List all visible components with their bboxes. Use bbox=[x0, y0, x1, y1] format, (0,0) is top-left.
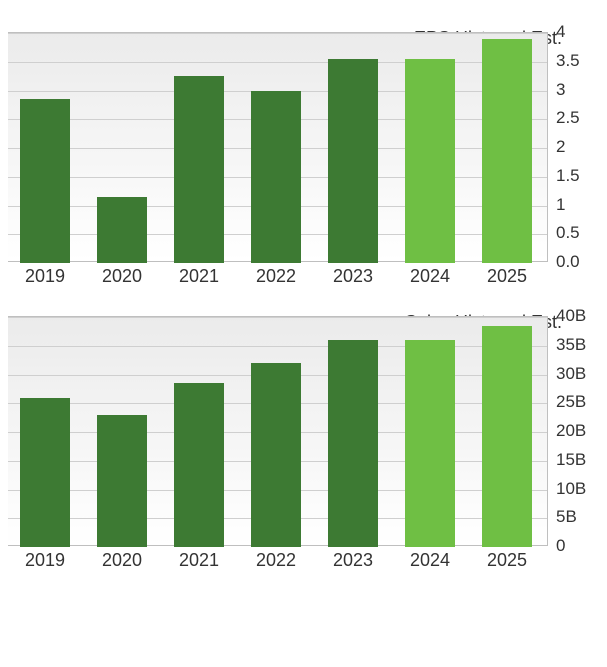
sales-bar-2024 bbox=[405, 340, 455, 547]
eps-bars bbox=[8, 33, 548, 263]
eps-y-label: 1.5 bbox=[556, 166, 580, 186]
eps-plot bbox=[8, 32, 548, 262]
eps-x-labels: 2019 2020 2021 2022 2023 2024 2025 bbox=[8, 266, 548, 290]
sales-y-label: 5B bbox=[556, 507, 577, 527]
sales-y-label: 15B bbox=[556, 450, 586, 470]
eps-y-label: 4 bbox=[556, 22, 565, 42]
sales-x-labels: 2019 2020 2021 2022 2023 2024 2025 bbox=[8, 550, 548, 574]
eps-y-label: 0.5 bbox=[556, 223, 580, 243]
eps-y-label: 3.5 bbox=[556, 51, 580, 71]
sales-x-label: 2020 bbox=[102, 550, 142, 571]
sales-x-label: 2023 bbox=[333, 550, 373, 571]
eps-bar-2022 bbox=[251, 91, 301, 264]
sales-y-label: 25B bbox=[556, 392, 586, 412]
sales-bar-2025 bbox=[482, 326, 532, 547]
eps-bar-2025 bbox=[482, 39, 532, 263]
eps-x-label: 2024 bbox=[410, 266, 450, 287]
sales-y-label: 0 bbox=[556, 536, 565, 556]
sales-chart: Sales Hist. and Est.05B10B15B20B25B30B35… bbox=[8, 316, 598, 576]
eps-x-label: 2025 bbox=[487, 266, 527, 287]
sales-chart-area: 05B10B15B20B25B30B35B40B2019202020212022… bbox=[8, 316, 598, 576]
eps-y-label: 1 bbox=[556, 195, 565, 215]
sales-x-label: 2022 bbox=[256, 550, 296, 571]
eps-y-label: 2.5 bbox=[556, 108, 580, 128]
sales-y-label: 10B bbox=[556, 479, 586, 499]
eps-y-label: 0.0 bbox=[556, 252, 580, 272]
eps-x-label: 2020 bbox=[102, 266, 142, 287]
sales-x-label: 2021 bbox=[179, 550, 219, 571]
sales-x-label: 2019 bbox=[25, 550, 65, 571]
sales-bar-2019 bbox=[20, 398, 70, 548]
eps-x-label: 2022 bbox=[256, 266, 296, 287]
eps-bar-2024 bbox=[405, 59, 455, 263]
eps-x-label: 2021 bbox=[179, 266, 219, 287]
sales-bar-2022 bbox=[251, 363, 301, 547]
sales-x-label: 2025 bbox=[487, 550, 527, 571]
sales-x-label: 2024 bbox=[410, 550, 450, 571]
eps-x-label: 2019 bbox=[25, 266, 65, 287]
eps-x-label: 2023 bbox=[333, 266, 373, 287]
sales-y-label: 35B bbox=[556, 335, 586, 355]
eps-bar-2021 bbox=[174, 76, 224, 263]
sales-y-label: 40B bbox=[556, 306, 586, 326]
sales-plot bbox=[8, 316, 548, 546]
eps-bar-2019 bbox=[20, 99, 70, 263]
sales-bar-2023 bbox=[328, 340, 378, 547]
sales-y-label: 20B bbox=[556, 421, 586, 441]
eps-y-label: 3 bbox=[556, 80, 565, 100]
eps-chart-area: 0.00.511.522.533.54201920202021202220232… bbox=[8, 32, 598, 292]
eps-bar-2023 bbox=[328, 59, 378, 263]
eps-y-label: 2 bbox=[556, 137, 565, 157]
sales-bar-2020 bbox=[97, 415, 147, 547]
sales-y-label: 30B bbox=[556, 364, 586, 384]
eps-chart: EPS Hist. and Est.0.00.511.522.533.54201… bbox=[8, 32, 598, 292]
sales-bar-2021 bbox=[174, 383, 224, 547]
sales-bars bbox=[8, 317, 548, 547]
eps-bar-2020 bbox=[97, 197, 147, 263]
